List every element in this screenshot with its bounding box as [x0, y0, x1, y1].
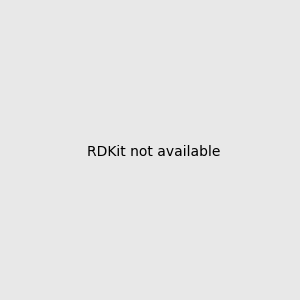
- Text: RDKit not available: RDKit not available: [87, 145, 220, 158]
